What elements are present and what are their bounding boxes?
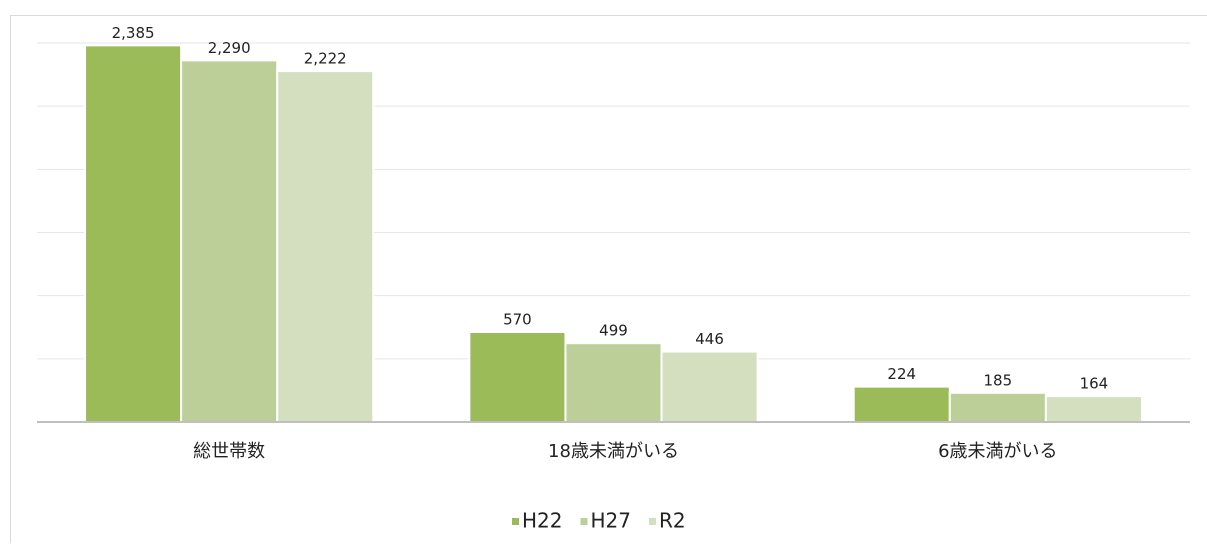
bar — [469, 332, 565, 422]
bar — [854, 387, 950, 422]
data-label: 164 — [1080, 375, 1109, 393]
bar — [1046, 396, 1142, 422]
bar — [662, 352, 758, 422]
data-label: 224 — [887, 365, 916, 383]
legend-swatch — [649, 518, 656, 525]
legend-swatch — [512, 518, 519, 525]
legend-label: H22 — [522, 509, 563, 533]
x-tick-label: 18歳未満がいる — [548, 441, 679, 462]
bar — [85, 45, 181, 422]
data-label: 446 — [695, 330, 724, 348]
data-label: 2,290 — [208, 39, 251, 57]
bar — [277, 71, 373, 422]
bar — [565, 343, 661, 422]
legend-swatch — [581, 518, 588, 525]
data-label: 2,222 — [304, 50, 347, 68]
legend-label: H27 — [591, 509, 632, 533]
x-tick-label: 6歳未満がいる — [938, 441, 1057, 462]
data-label: 499 — [599, 322, 628, 340]
legend-label: R2 — [659, 509, 686, 533]
bar — [950, 393, 1046, 422]
bar — [181, 60, 277, 422]
data-label: 570 — [503, 310, 532, 328]
x-tick-label: 総世帯数 — [193, 441, 265, 462]
data-label: 2,385 — [112, 24, 155, 42]
data-label: 185 — [984, 371, 1013, 389]
